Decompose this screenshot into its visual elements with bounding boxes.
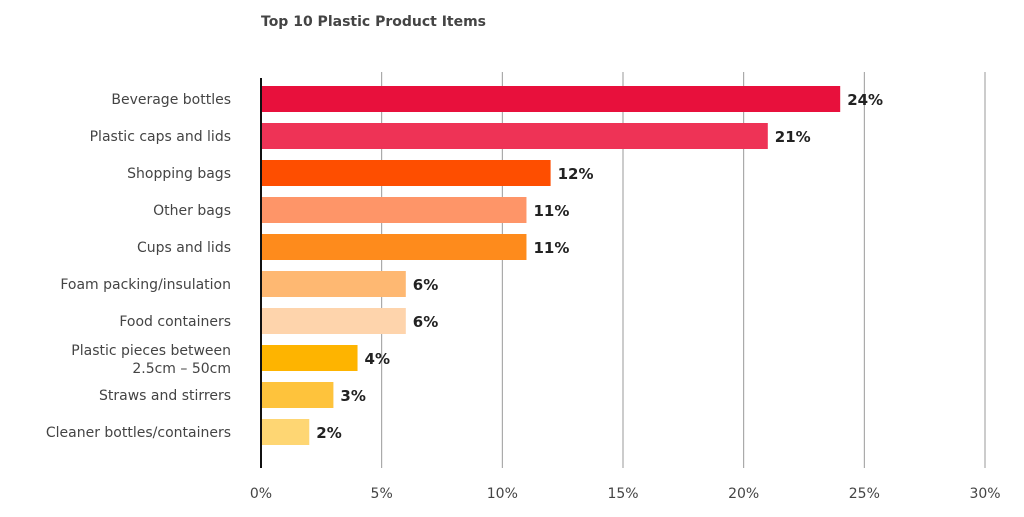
- grid-lines: [381, 72, 986, 468]
- category-label: Beverage bottles: [111, 92, 231, 108]
- x-tick-label: 10%: [487, 486, 518, 502]
- value-label: 4%: [365, 350, 390, 368]
- bar: [261, 197, 527, 223]
- bars: [261, 86, 841, 445]
- value-label: 11%: [533, 202, 569, 220]
- x-tick-label: 15%: [607, 486, 638, 502]
- value-label: 21%: [775, 128, 811, 146]
- category-labels: Beverage bottles Plastic caps and lids Sho…: [46, 92, 231, 441]
- chart-title: Top 10 Plastic Product Items: [261, 14, 487, 30]
- bar: [261, 86, 841, 112]
- bar: [261, 160, 551, 186]
- category-label: Foam packing/insulation: [60, 277, 231, 293]
- value-label: 3%: [340, 387, 365, 405]
- value-label: 6%: [413, 313, 438, 331]
- bar: [261, 419, 310, 445]
- x-tick-label: 5%: [371, 486, 393, 502]
- bar: [261, 345, 358, 371]
- category-label: Plastic caps and lids: [90, 129, 231, 145]
- category-label: Other bags: [153, 203, 231, 219]
- bar: [261, 234, 527, 260]
- x-tick-label: 20%: [728, 486, 759, 502]
- x-tick-labels: 0% 5% 10% 15% 20% 25% 30%: [250, 486, 1001, 502]
- x-tick-label: 0%: [250, 486, 272, 502]
- value-label: 2%: [316, 424, 341, 442]
- x-tick-label: 25%: [849, 486, 880, 502]
- bar: [261, 382, 334, 408]
- value-labels: 24% 21% 12% 11% 11% 6% 6% 4% 3% 2%: [316, 91, 883, 442]
- category-label: Cups and lids: [137, 240, 231, 256]
- x-tick-label: 30%: [969, 486, 1000, 502]
- category-label: Straws and stirrers: [99, 388, 231, 404]
- value-label: 6%: [413, 276, 438, 294]
- bar: [261, 271, 406, 297]
- value-label: 11%: [533, 239, 569, 257]
- category-label: Cleaner bottles/containers: [46, 425, 231, 441]
- value-label: 24%: [847, 91, 883, 109]
- bar: [261, 308, 406, 334]
- value-label: 12%: [558, 165, 594, 183]
- category-label: Food containers: [119, 314, 231, 330]
- bar: [261, 123, 768, 149]
- category-label: Shopping bags: [127, 166, 231, 182]
- category-label: Plastic pieces between 2.5cm – 50cm: [71, 343, 231, 377]
